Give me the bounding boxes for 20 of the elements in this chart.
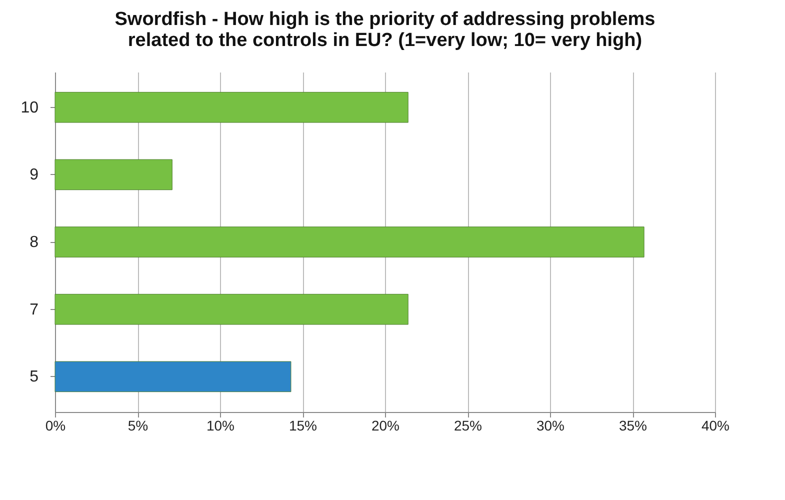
bar <box>54 92 408 123</box>
bar <box>54 294 408 325</box>
y-tick-label: 5 <box>30 368 39 386</box>
x-tick-label: 30% <box>536 418 565 434</box>
y-tick-label: 8 <box>30 234 39 251</box>
y-tick-label: 10 <box>20 99 39 116</box>
chart-title: Swordfish - How high is the priority of addressing problems related to the controls in EU? (1=very low; 10= very high) <box>114 9 656 51</box>
x-tick-label: 15% <box>288 418 318 434</box>
x-tick-label: 5% <box>128 418 148 434</box>
y-tick-label: 7 <box>30 301 39 318</box>
x-tick-label: 25% <box>454 418 482 434</box>
bar <box>54 361 292 392</box>
bar <box>54 226 644 258</box>
bar <box>54 159 172 190</box>
y-tick-label: 9 <box>30 166 39 184</box>
x-tick-label: 10% <box>206 418 235 434</box>
x-tick-label: 35% <box>618 418 648 434</box>
x-tick-label: 0% <box>45 418 66 434</box>
x-tick-label: 40% <box>701 418 730 434</box>
x-tick-label: 20% <box>371 418 400 434</box>
